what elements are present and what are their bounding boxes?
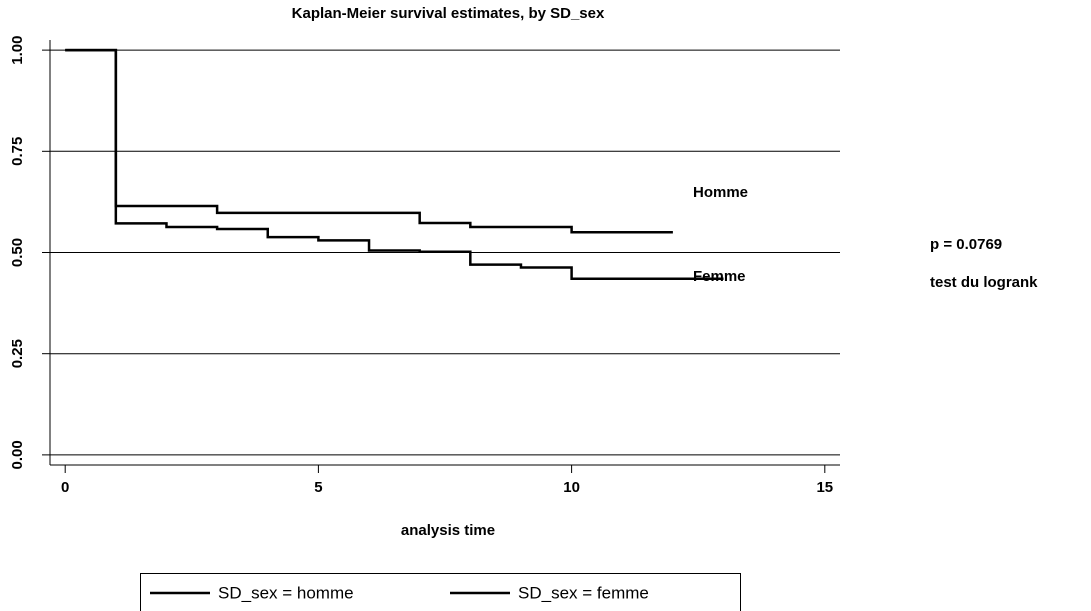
legend-text: SD_sex = femme — [518, 583, 649, 602]
legend-text: SD_sex = homme — [218, 583, 354, 602]
x-tick-label: 0 — [61, 479, 69, 496]
survival-curve — [65, 48, 724, 281]
chart-title: Kaplan-Meier survival estimates, by SD_s… — [292, 5, 605, 22]
legend-box — [140, 573, 741, 611]
x-tick-label: 5 — [314, 479, 322, 496]
x-axis-label: analysis time — [401, 522, 495, 539]
survival-curve — [65, 48, 673, 234]
y-tick-label: 1.00 — [9, 36, 26, 65]
annotation: p = 0.0769 — [930, 236, 1002, 253]
x-tick-label: 10 — [563, 479, 580, 496]
annotation: Homme — [693, 184, 748, 201]
y-tick-label: 0.25 — [9, 339, 26, 368]
y-tick-label: 0.75 — [9, 137, 26, 166]
annotation: test du logrank — [930, 274, 1038, 291]
x-tick-label: 15 — [816, 479, 833, 496]
y-tick-label: 0.00 — [9, 440, 26, 469]
y-tick-label: 0.50 — [9, 238, 26, 267]
annotation: Femme — [693, 268, 746, 285]
